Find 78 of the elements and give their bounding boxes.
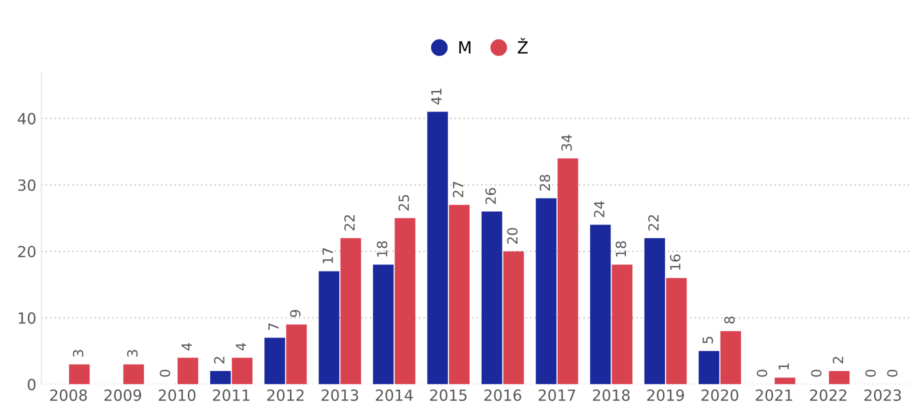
data-label: 1	[778, 363, 789, 370]
bar	[178, 358, 198, 384]
y-tick-label: 20	[18, 246, 36, 258]
bar	[558, 158, 578, 384]
bar	[69, 364, 90, 384]
bar	[720, 331, 742, 384]
x-tick-label: 2014	[376, 389, 413, 401]
bar	[394, 218, 416, 384]
data-label: 9	[290, 310, 300, 317]
data-label: 0	[887, 370, 898, 377]
bar	[123, 364, 144, 384]
y-tick-label: 40	[18, 112, 36, 124]
data-label: 22	[344, 215, 355, 230]
legend-label: M	[459, 41, 470, 54]
data-label: 0	[756, 370, 768, 377]
bar	[503, 251, 524, 384]
data-label: 16	[670, 254, 680, 270]
x-tick-label: 2013	[322, 389, 358, 401]
data-label: 3	[72, 350, 84, 357]
bar	[482, 211, 502, 384]
data-label: 2	[214, 356, 224, 364]
data-label: 25	[398, 195, 410, 210]
data-label: 2	[832, 356, 844, 364]
bar	[666, 278, 687, 384]
bar	[264, 338, 286, 384]
data-label: 18	[376, 241, 388, 256]
bar	[644, 238, 666, 384]
x-tick-label: 2021	[756, 389, 792, 401]
y-tick-label: 30	[18, 179, 36, 191]
x-tick-label: 2017	[538, 389, 576, 401]
data-label: 22	[648, 215, 659, 230]
bar	[828, 370, 850, 384]
data-label: 28	[540, 174, 550, 191]
legend-label: Ž	[518, 38, 528, 54]
y-tick-label: 0	[28, 378, 36, 390]
data-label: 18	[616, 241, 626, 256]
bar	[286, 324, 307, 384]
data-label: 0	[811, 370, 822, 377]
bar	[590, 224, 611, 384]
bar	[698, 351, 720, 384]
x-tick-label: 2020	[702, 389, 738, 401]
data-label: 8	[724, 316, 735, 324]
data-label: 41	[431, 88, 442, 104]
x-tick-label: 2019	[647, 389, 684, 401]
data-label: 4	[236, 342, 246, 350]
bar	[536, 198, 556, 384]
bar	[448, 204, 470, 384]
x-tick-label: 2016	[484, 389, 522, 401]
bar	[372, 264, 394, 384]
data-label: 5	[702, 336, 714, 344]
bar	[232, 358, 252, 384]
data-label: 3	[127, 350, 138, 357]
x-tick-label: 2018	[592, 389, 630, 401]
x-tick-label: 2012	[267, 389, 304, 401]
bar	[774, 378, 796, 384]
x-tick-label: 2010	[158, 389, 196, 401]
x-tick-label: 2011	[213, 389, 250, 401]
y-tick-label: 10	[18, 312, 36, 324]
x-tick-label: 2015	[430, 389, 467, 401]
data-label: 26	[485, 188, 496, 204]
data-label: 0	[160, 370, 170, 377]
data-label: 0	[865, 370, 876, 377]
bar	[210, 370, 231, 384]
data-label: 24	[594, 201, 604, 218]
data-label: 20	[507, 228, 518, 244]
data-label: 27	[452, 182, 464, 198]
data-label: 4	[182, 342, 192, 350]
x-tick-label: 2008	[50, 389, 87, 401]
data-label: 34	[561, 134, 572, 151]
data-label: 17	[322, 248, 333, 264]
bar	[612, 264, 632, 384]
bar	[427, 112, 448, 384]
x-tick-label: 2009	[104, 389, 142, 401]
bar	[318, 271, 340, 384]
x-tick-label: 2023	[864, 389, 901, 401]
x-tick-label: 2022	[810, 389, 846, 401]
bar	[340, 238, 362, 384]
data-label: 7	[268, 323, 279, 330]
